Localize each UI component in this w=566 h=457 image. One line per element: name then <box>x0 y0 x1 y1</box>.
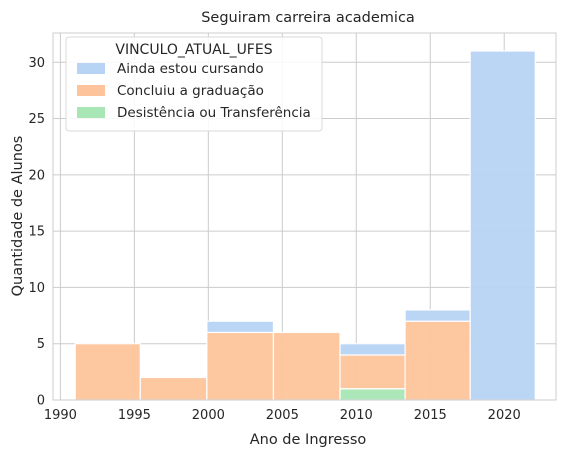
histogram-bar <box>74 343 141 401</box>
x-tick-label: 1995 <box>118 408 151 423</box>
chart-title: Seguiram carreira academica <box>201 10 415 26</box>
legend-swatch <box>77 85 105 96</box>
y-tick-label: 15 <box>28 225 45 240</box>
y-tick-label: 10 <box>28 281 45 296</box>
x-tick-label: 2010 <box>340 408 373 423</box>
plot-frame <box>52 32 557 401</box>
legend-entries: Ainda estou cursando Concluiu a graduação… <box>77 61 311 121</box>
y-tick-label: 30 <box>28 56 45 71</box>
histogram-bar <box>272 331 341 401</box>
histogram-bar <box>206 320 275 334</box>
legend-entry-label: Ainda estou cursando <box>117 61 264 77</box>
y-tick-label: 0 <box>37 394 45 409</box>
x-axis-label: Ano de Ingresso <box>250 432 367 448</box>
x-tick-label: 2015 <box>414 408 447 423</box>
histogram-bar <box>339 388 406 401</box>
histogram-bar <box>339 354 406 390</box>
histogram-bar <box>404 309 471 322</box>
tick-labels: 0 5 10 15 20 25 30 1990 1995 2000 2005 2010 2015 2020 <box>28 56 520 423</box>
x-tick-label: 2000 <box>192 408 225 423</box>
legend-title: VINCULO_ATUAL_UFES <box>115 42 272 58</box>
y-axis-label: Quantidade de Alunos <box>10 136 26 297</box>
histogram-bar <box>139 376 208 401</box>
histogram-bar <box>404 320 471 401</box>
legend-swatch <box>77 107 105 118</box>
x-tick-label: 2005 <box>266 408 299 423</box>
y-tick-label: 5 <box>37 337 45 352</box>
histogram-bars <box>74 50 536 401</box>
legend-swatch <box>77 63 105 74</box>
y-tick-label: 25 <box>28 112 45 127</box>
legend: VINCULO_ATUAL_UFES Ainda estou cursando C… <box>65 36 323 132</box>
legend-entry-label: Concluiu a graduação <box>117 83 264 99</box>
x-tick-label: 1990 <box>44 408 77 423</box>
x-tick-label: 2020 <box>488 408 521 423</box>
histogram-bar <box>206 331 275 401</box>
histogram-bar <box>339 343 406 356</box>
histogram-bar <box>469 50 536 401</box>
legend-box <box>65 36 323 132</box>
y-tick-label: 20 <box>28 168 45 183</box>
legend-entry-label: Desistência ou Transferência <box>117 105 311 121</box>
